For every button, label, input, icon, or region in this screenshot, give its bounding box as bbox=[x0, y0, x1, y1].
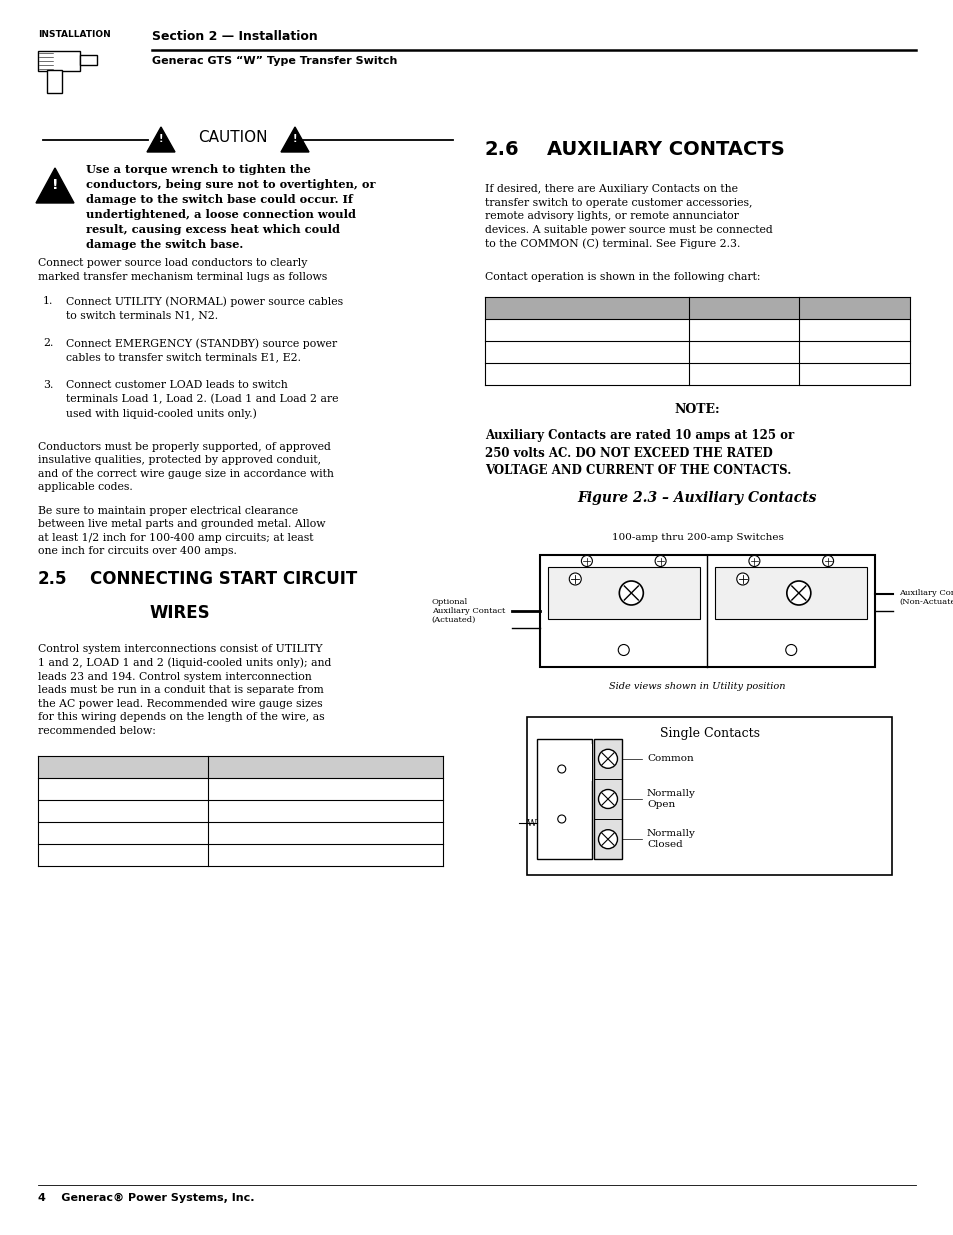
Circle shape bbox=[598, 789, 617, 809]
Circle shape bbox=[748, 556, 760, 567]
Text: AUXILIARY CONTACTS: AUXILIARY CONTACTS bbox=[546, 140, 784, 159]
Bar bbox=[484, 296, 909, 319]
Bar bbox=[80, 56, 97, 65]
Text: Connect customer LOAD leads to switch
terminals Load 1, Load 2. (Load 1 and Load: Connect customer LOAD leads to switch te… bbox=[66, 380, 338, 419]
Text: Control system interconnections consist of UTILITY
1 and 2, LOAD 1 and 2 (liquid: Control system interconnections consist … bbox=[38, 643, 331, 736]
Text: Generac GTS “W” Type Transfer Switch: Generac GTS “W” Type Transfer Switch bbox=[152, 56, 397, 65]
Text: Connect UTILITY (NORMAL) power source cables
to switch terminals N1, N2.: Connect UTILITY (NORMAL) power source ca… bbox=[66, 296, 343, 320]
Text: Section 2 — Installation: Section 2 — Installation bbox=[152, 30, 317, 43]
Text: Conductors must be properly supported, of approved
insulative qualities, protect: Conductors must be properly supported, o… bbox=[38, 441, 334, 493]
Text: !: ! bbox=[158, 135, 163, 144]
Text: !: ! bbox=[51, 178, 58, 191]
Text: 1.: 1. bbox=[43, 296, 53, 306]
Polygon shape bbox=[281, 127, 309, 152]
Text: CAUTION: CAUTION bbox=[198, 131, 267, 146]
Text: Auxiliary Contact
(Non-Actuated): Auxiliary Contact (Non-Actuated) bbox=[898, 589, 953, 606]
Bar bbox=[537, 739, 592, 860]
Text: WIRES: WIRES bbox=[150, 604, 210, 621]
Text: !: ! bbox=[293, 135, 297, 144]
Text: W: W bbox=[526, 819, 537, 827]
Circle shape bbox=[598, 750, 617, 768]
Bar bbox=[38, 51, 80, 70]
Polygon shape bbox=[147, 127, 174, 152]
Text: Connect power source load conductors to clearly
marked transfer mechanism termin: Connect power source load conductors to … bbox=[38, 258, 327, 282]
Text: Normally
Closed: Normally Closed bbox=[646, 830, 695, 848]
Bar bbox=[47, 70, 62, 93]
Bar bbox=[547, 567, 699, 619]
Circle shape bbox=[786, 580, 810, 605]
Text: Figure 2.3 – Auxiliary Contacts: Figure 2.3 – Auxiliary Contacts bbox=[578, 492, 817, 505]
Text: Side views shown in Utility position: Side views shown in Utility position bbox=[609, 682, 785, 692]
Bar bbox=[539, 555, 874, 667]
Text: Normally
Open: Normally Open bbox=[646, 789, 695, 809]
Text: 2.: 2. bbox=[43, 338, 53, 348]
Circle shape bbox=[558, 815, 565, 823]
Polygon shape bbox=[36, 168, 74, 203]
Bar bbox=[715, 567, 866, 619]
Text: Use a torque wrench to tighten the
conductors, being sure not to overtighten, or: Use a torque wrench to tighten the condu… bbox=[86, 164, 375, 251]
Text: 2.5: 2.5 bbox=[38, 569, 68, 588]
Text: 4    Generac® Power Systems, Inc.: 4 Generac® Power Systems, Inc. bbox=[38, 1193, 254, 1203]
Circle shape bbox=[598, 830, 617, 848]
Text: Optional
Auxiliary Contact
(Actuated): Optional Auxiliary Contact (Actuated) bbox=[431, 598, 504, 624]
Circle shape bbox=[821, 556, 833, 567]
Text: 2.6: 2.6 bbox=[484, 140, 519, 159]
Bar bbox=[526, 718, 891, 876]
Circle shape bbox=[618, 645, 629, 656]
Circle shape bbox=[580, 556, 592, 567]
Text: CONNECTING START CIRCUIT: CONNECTING START CIRCUIT bbox=[90, 569, 356, 588]
Text: If desired, there are Auxiliary Contacts on the
transfer switch to operate custo: If desired, there are Auxiliary Contacts… bbox=[484, 184, 772, 249]
Circle shape bbox=[785, 645, 796, 656]
Circle shape bbox=[655, 556, 665, 567]
Text: Auxiliary Contacts are rated 10 amps at 125 or
250 volts AC. DO NOT EXCEED THE R: Auxiliary Contacts are rated 10 amps at … bbox=[484, 429, 794, 477]
Circle shape bbox=[569, 573, 580, 585]
Text: Single Contacts: Single Contacts bbox=[659, 727, 759, 740]
Text: INSTALLATION: INSTALLATION bbox=[38, 30, 111, 40]
Bar bbox=[583, 743, 592, 781]
Text: 100-amp thru 200-amp Switches: 100-amp thru 200-amp Switches bbox=[611, 534, 782, 542]
Text: 3.: 3. bbox=[43, 380, 53, 390]
Bar bbox=[38, 756, 442, 778]
Bar bbox=[594, 739, 621, 860]
Circle shape bbox=[618, 580, 642, 605]
Circle shape bbox=[558, 764, 565, 773]
Text: NOTE:: NOTE: bbox=[674, 403, 720, 416]
Text: Connect EMERGENCY (STANDBY) source power
cables to transfer switch terminals E1,: Connect EMERGENCY (STANDBY) source power… bbox=[66, 338, 336, 362]
Text: Be sure to maintain proper electrical clearance
between live metal parts and gro: Be sure to maintain proper electrical cl… bbox=[38, 505, 325, 556]
Circle shape bbox=[736, 573, 748, 585]
Text: Common: Common bbox=[646, 755, 693, 763]
Text: Contact operation is shown in the following chart:: Contact operation is shown in the follow… bbox=[484, 272, 760, 282]
